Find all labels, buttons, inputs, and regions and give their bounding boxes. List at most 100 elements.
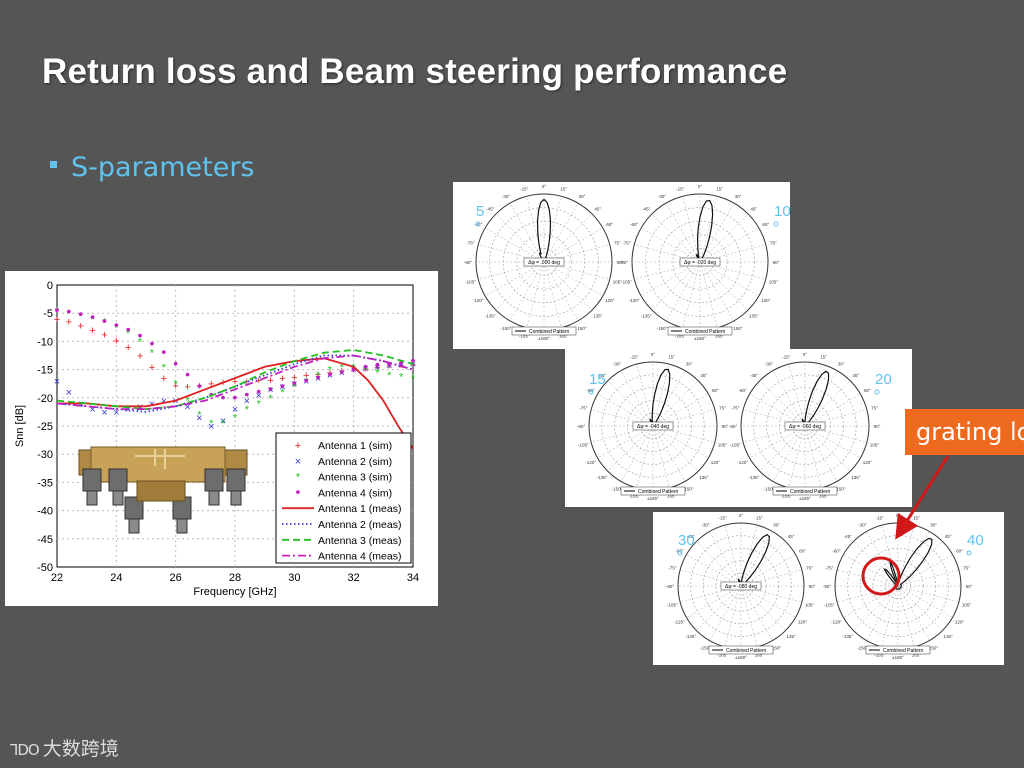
connector-board-photo — [78, 446, 248, 534]
polar-legend-text: Combined Pattern — [638, 489, 679, 495]
data-point: • — [411, 352, 416, 368]
board-lower — [136, 480, 186, 502]
data-point: × — [137, 401, 143, 413]
polar-angle-tick: 150° — [929, 645, 939, 650]
data-point: × — [362, 363, 368, 375]
data-point: × — [161, 396, 167, 408]
data-point: + — [137, 351, 143, 363]
steer-box — [720, 581, 762, 591]
data-point: + — [196, 380, 202, 392]
scan-angle-label: 5 — [476, 203, 484, 220]
data-point: × — [267, 384, 273, 396]
legend-marker: + — [295, 440, 301, 452]
polar-spoke — [897, 585, 953, 618]
polar-legend-text: Combined Pattern — [726, 648, 767, 654]
polar-angle-tick: 45° — [788, 534, 795, 539]
polar-angle-tick: -60° — [738, 388, 747, 393]
polar-angle-tick: 45° — [750, 206, 757, 211]
polar-angle-tick: 120° — [798, 620, 808, 625]
polar-angle-tick: -15° — [718, 515, 727, 520]
data-point: + — [244, 376, 250, 388]
data-point: * — [197, 410, 202, 422]
polar-spoke — [804, 425, 851, 472]
data-point: × — [220, 415, 226, 427]
y-tick-label: -20 — [37, 393, 53, 405]
polar-panel-middle: 0° 15° 30° 45° 60° 75° 90° 105° 120° 135° 150° 165°… — [565, 349, 912, 507]
polar-angle-tick: 120° — [605, 298, 615, 303]
data-point: × — [66, 387, 72, 399]
polar-angle-tick: 15° — [668, 354, 675, 359]
polar-angle-tick: 60° — [762, 222, 769, 227]
data-point: × — [184, 401, 190, 413]
polar-spoke — [526, 261, 545, 328]
polar-spoke — [509, 261, 545, 322]
polar-spoke — [853, 541, 899, 587]
sma-connector-pin — [112, 490, 124, 506]
polar-angle-tick: -150° — [657, 326, 668, 331]
y-tick-label: -10 — [37, 336, 53, 348]
polar-spoke — [699, 244, 766, 263]
series-8 — [56, 354, 414, 410]
polar-angle-tick: 165° — [912, 653, 922, 658]
polar-spoke — [837, 569, 899, 587]
polar-angle-tick: -165° — [675, 333, 686, 338]
sma-connector-pin — [176, 518, 188, 534]
polar-angle-tick: -165° — [781, 494, 792, 499]
polar-plot-10: 0° 15° 30° 45° 60° 75° 90° 105° 120° 135° 150° 165°… — [620, 184, 791, 341]
polar-angle-tick: -45° — [750, 373, 759, 378]
polar-spoke — [804, 425, 838, 482]
polar-spoke — [866, 585, 899, 641]
data-point: + — [291, 372, 297, 384]
data-point: × — [89, 404, 95, 416]
data-point: × — [208, 421, 214, 433]
polar-spoke — [607, 380, 654, 427]
polar-spoke — [640, 227, 701, 263]
data-point: + — [232, 376, 238, 388]
polar-plot-30: 0° 15° 30° 45° 60° 75° 90° 105° 120° 135° 150° 165°… — [666, 513, 816, 660]
steer-angle-label: Δφ = -060 deg — [789, 424, 821, 430]
polar-spoke — [651, 261, 701, 311]
polar-spoke — [788, 364, 806, 427]
series-line — [56, 354, 414, 410]
data-point: * — [399, 371, 404, 383]
polar-angle-tick: -105° — [667, 602, 678, 607]
polar-angle-tick: -60° — [832, 549, 841, 554]
data-point: + — [89, 325, 95, 337]
polar-ring — [489, 207, 599, 317]
legend: + Antenna 1 (sim) × Antenna 2 (sim) * Antenna… — [275, 432, 412, 564]
beam-pattern — [735, 533, 771, 590]
polar-angle-tick: -165° — [717, 653, 728, 658]
data-point: × — [196, 413, 202, 425]
sma-connector-pin — [86, 490, 98, 506]
data-point: + — [101, 330, 107, 342]
series-7 — [56, 348, 414, 411]
data-point: + — [54, 314, 60, 326]
data-point: × — [172, 396, 178, 408]
sparam-chart: 22 24 26 28 30 32 34 0 -5 -10 -15 -20 -25 -30 -35 -40 -4… — [14, 280, 419, 598]
data-point: × — [113, 407, 119, 419]
data-point: + — [125, 342, 131, 354]
polar-angle-tick: 45° — [945, 534, 952, 539]
polar-angle-tick: ±180° — [892, 655, 904, 660]
data-point: × — [101, 407, 107, 419]
polar-spoke — [682, 261, 701, 328]
polar-angle-tick: ±180° — [799, 496, 811, 501]
data-point: • — [102, 313, 107, 329]
polar-panel-bottom: 0° 15° 30° 45° 60° 75° 90° 105° 120° 135° 150° 165°… — [653, 512, 1004, 665]
polar-spoke — [897, 554, 953, 587]
data-point: × — [350, 365, 356, 377]
polar-spoke — [699, 213, 749, 263]
polar-angle-tick: -30° — [658, 194, 667, 199]
data-point: + — [161, 373, 167, 385]
data-point: • — [292, 375, 297, 391]
polar-angle-tick: -120° — [674, 620, 685, 625]
polar-spoke — [543, 196, 562, 263]
polar-legend-box — [708, 645, 774, 655]
polar-spoke — [543, 261, 604, 297]
polar-spoke — [843, 554, 899, 587]
data-point: * — [150, 348, 155, 360]
data-point: • — [149, 335, 154, 351]
data-point: × — [244, 396, 250, 408]
polar-spoke — [740, 585, 758, 647]
polar-angle-tick: 60° — [956, 549, 963, 554]
